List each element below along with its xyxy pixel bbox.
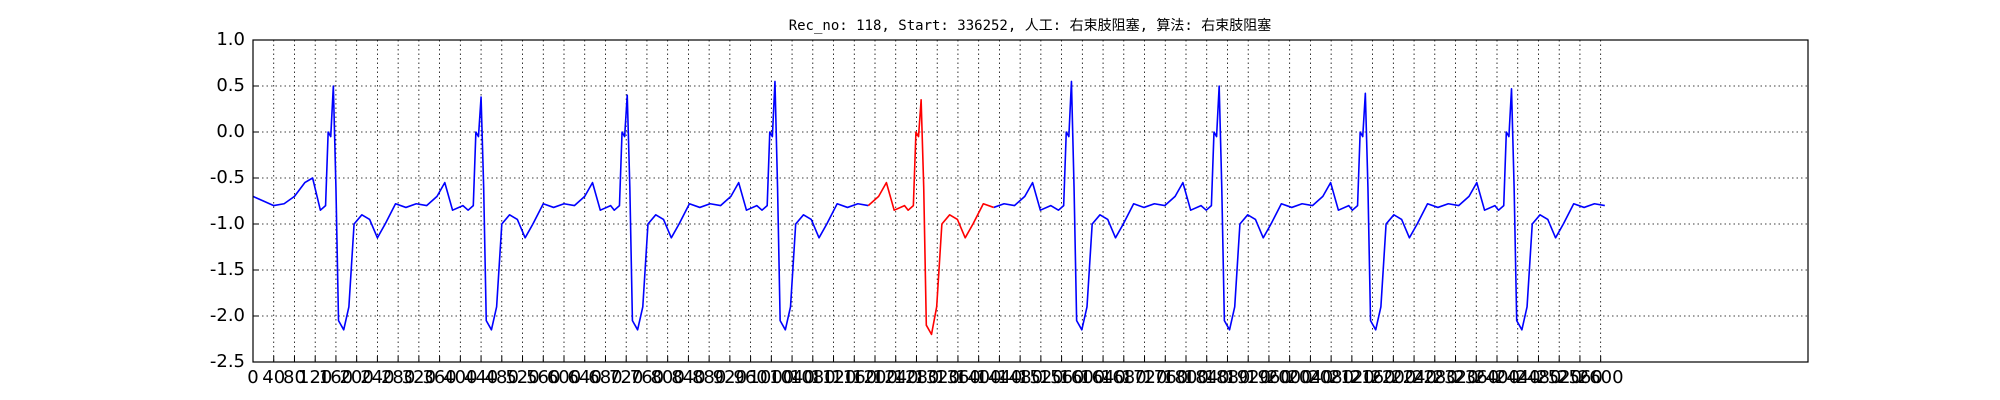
x-tick-label: 240 <box>360 367 394 388</box>
x-tick-label: 2440 <box>1495 367 1541 388</box>
x-tick-label: 2600 <box>1578 367 1624 388</box>
y-tick-label: -1.5 <box>210 259 245 280</box>
x-tick-label: 1440 <box>976 367 1022 388</box>
x-tick-label: 1720 <box>1122 367 1168 388</box>
x-tick-label: 840 <box>671 367 705 388</box>
x-tick-label: 480 <box>485 367 519 388</box>
ecg-line <box>252 80 1605 331</box>
x-tick-label: 2000 <box>1267 367 1313 388</box>
x-tick-label: 1240 <box>873 367 919 388</box>
x-tick-label: 1840 <box>1184 367 1230 388</box>
x-tick-label: 1600 <box>1059 367 1105 388</box>
ecg-line <box>867 99 994 336</box>
x-tick-label: 920 <box>713 367 747 388</box>
x-tick-label: 2360 <box>1453 367 1499 388</box>
x-tick-label: 2480 <box>1516 367 1562 388</box>
y-tick-label: 0.0 <box>216 121 245 142</box>
x-tick-label: 440 <box>464 367 498 388</box>
x-tick-label: 1000 <box>748 367 794 388</box>
x-tick-label: 200 <box>339 367 373 388</box>
x-tick-label: 40 <box>262 367 285 388</box>
y-tick-label: -0.5 <box>210 167 245 188</box>
x-tick-label: 1200 <box>852 367 898 388</box>
x-tick-label: 2560 <box>1557 367 1603 388</box>
x-tick-label: 960 <box>733 367 767 388</box>
x-tick-label: 1400 <box>956 367 1002 388</box>
x-tick-label: 1640 <box>1080 367 1126 388</box>
x-tick-label: 1800 <box>1163 367 1209 388</box>
x-tick-label: 1320 <box>914 367 960 388</box>
x-tick-label: 2040 <box>1287 367 1333 388</box>
x-tick-label: 1920 <box>1225 367 1271 388</box>
x-tick-label: 800 <box>650 367 684 388</box>
x-tick-label: 2280 <box>1412 367 1458 388</box>
y-tick-label: -1.0 <box>210 213 245 234</box>
x-tick-label: 2160 <box>1350 367 1396 388</box>
y-tick-label: -2.5 <box>210 351 245 372</box>
x-tick-label: 1360 <box>935 367 981 388</box>
x-tick-label: 680 <box>588 367 622 388</box>
x-tick-label: 1120 <box>811 367 857 388</box>
x-tick-label: 1880 <box>1205 367 1251 388</box>
x-tick-label: 160 <box>319 367 353 388</box>
x-tick-label: 280 <box>381 367 415 388</box>
x-tick-label: 0 <box>247 367 258 388</box>
y-tick-label: 0.5 <box>216 75 245 96</box>
x-tick-label: 360 <box>422 367 456 388</box>
x-tick-label: 2080 <box>1308 367 1354 388</box>
x-tick-label: 2120 <box>1329 367 1375 388</box>
x-tick-label: 1280 <box>894 367 940 388</box>
x-tick-label: 2400 <box>1474 367 1520 388</box>
y-tick-label: 1.0 <box>216 29 245 50</box>
x-tick-label: 640 <box>568 367 602 388</box>
x-tick-label: 2200 <box>1370 367 1416 388</box>
x-tick-label: 1960 <box>1246 367 1292 388</box>
x-tick-label: 400 <box>443 367 477 388</box>
x-tick-label: 2320 <box>1433 367 1479 388</box>
x-tick-label: 600 <box>547 367 581 388</box>
x-tick-label: 880 <box>692 367 726 388</box>
chart-title: Rec_no: 118, Start: 336252, 人工: 右束肢阻塞, 算… <box>789 17 1272 34</box>
x-tick-label: 2240 <box>1391 367 1437 388</box>
x-tick-label: 1560 <box>1039 367 1085 388</box>
x-tick-label: 760 <box>630 367 664 388</box>
x-tick-label: 80 <box>283 367 306 388</box>
plot-frame <box>252 39 1809 363</box>
x-tick-label: 1080 <box>790 367 836 388</box>
x-tick-label: 560 <box>526 367 560 388</box>
x-tick-label: 1680 <box>1101 367 1147 388</box>
x-tick-label: 1760 <box>1142 367 1188 388</box>
x-tick-label: 120 <box>298 367 332 388</box>
x-tick-label: 520 <box>505 367 539 388</box>
x-tick-label: 1160 <box>831 367 877 388</box>
x-tick-label: 1520 <box>1018 367 1064 388</box>
y-tick-label: -2.0 <box>210 305 245 326</box>
x-tick-label: 2520 <box>1536 367 1582 388</box>
x-tick-label: 320 <box>402 367 436 388</box>
x-tick-label: 720 <box>609 367 643 388</box>
x-tick-label: 1480 <box>997 367 1043 388</box>
x-tick-label: 1040 <box>769 367 815 388</box>
